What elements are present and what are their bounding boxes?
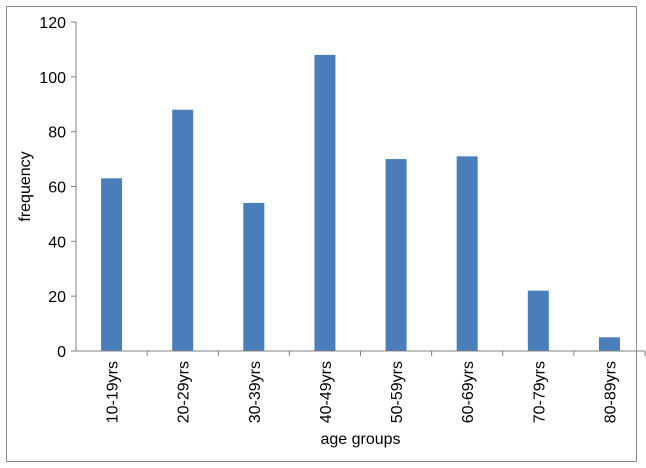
y-axis-title: frequency — [17, 151, 34, 221]
bar-60-69yrs — [456, 156, 478, 351]
y-tick-label: 80 — [48, 125, 66, 142]
bar-40-49yrs — [314, 54, 336, 352]
y-tick-label: 40 — [48, 234, 66, 251]
bar-10-19yrs — [101, 178, 123, 351]
x-tick-label: 80-89yrs — [602, 361, 619, 423]
bars-group — [101, 54, 620, 352]
x-axis-title: age groups — [320, 431, 400, 448]
x-axis-ticks: 10-19yrs 20-29yrs 30-39yrs 40-49yrs 50-59yrs… — [105, 351, 646, 423]
bar-30-39yrs — [243, 202, 265, 351]
y-tick-label: 0 — [57, 344, 66, 361]
y-tick-label: 60 — [48, 180, 66, 197]
x-tick-label: 20-29yrs — [176, 361, 193, 423]
bar-50-59yrs — [385, 159, 407, 351]
y-tick-label: 120 — [39, 15, 66, 32]
x-tick-label: 70-79yrs — [531, 361, 548, 423]
x-tick-label: 10-19yrs — [105, 361, 122, 423]
y-axis-ticks: 0 20 40 60 80 100 120 — [39, 15, 76, 361]
bar-70-79yrs — [527, 290, 549, 351]
x-tick-label: 50-59yrs — [389, 361, 406, 423]
x-tick-label: 40-49yrs — [318, 361, 335, 423]
x-tick-label: 30-39yrs — [247, 361, 264, 423]
bar-20-29yrs — [172, 109, 194, 351]
bar-80-89yrs — [598, 337, 620, 351]
x-tick-label: 60-69yrs — [460, 361, 477, 423]
y-tick-label: 100 — [39, 70, 66, 87]
y-tick-label: 20 — [48, 289, 66, 306]
